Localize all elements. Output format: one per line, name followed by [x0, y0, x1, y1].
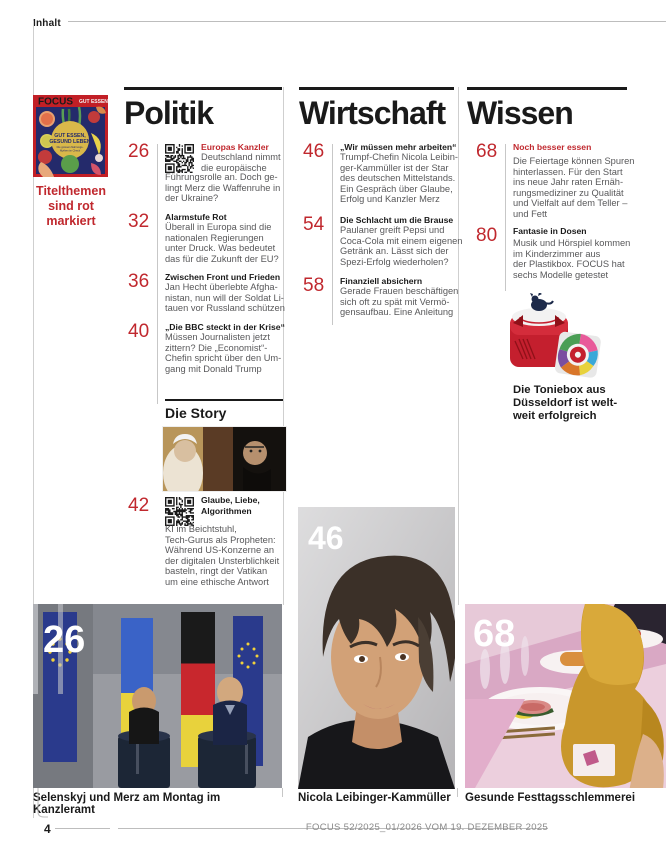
svg-text:46: 46: [308, 520, 344, 556]
svg-text:FOCUS: FOCUS: [38, 97, 73, 108]
svg-text:GESUND LEBEN: GESUND LEBEN: [49, 139, 90, 145]
svg-text:Mythen im Check: Mythen im Check: [60, 149, 81, 153]
svg-text:GUT ESSEN: GUT ESSEN: [79, 99, 108, 105]
svg-text:68: 68: [473, 613, 515, 655]
svg-text:Die grossen Nahrungs-: Die grossen Nahrungs-: [57, 145, 84, 149]
svg-text:26: 26: [43, 619, 85, 661]
